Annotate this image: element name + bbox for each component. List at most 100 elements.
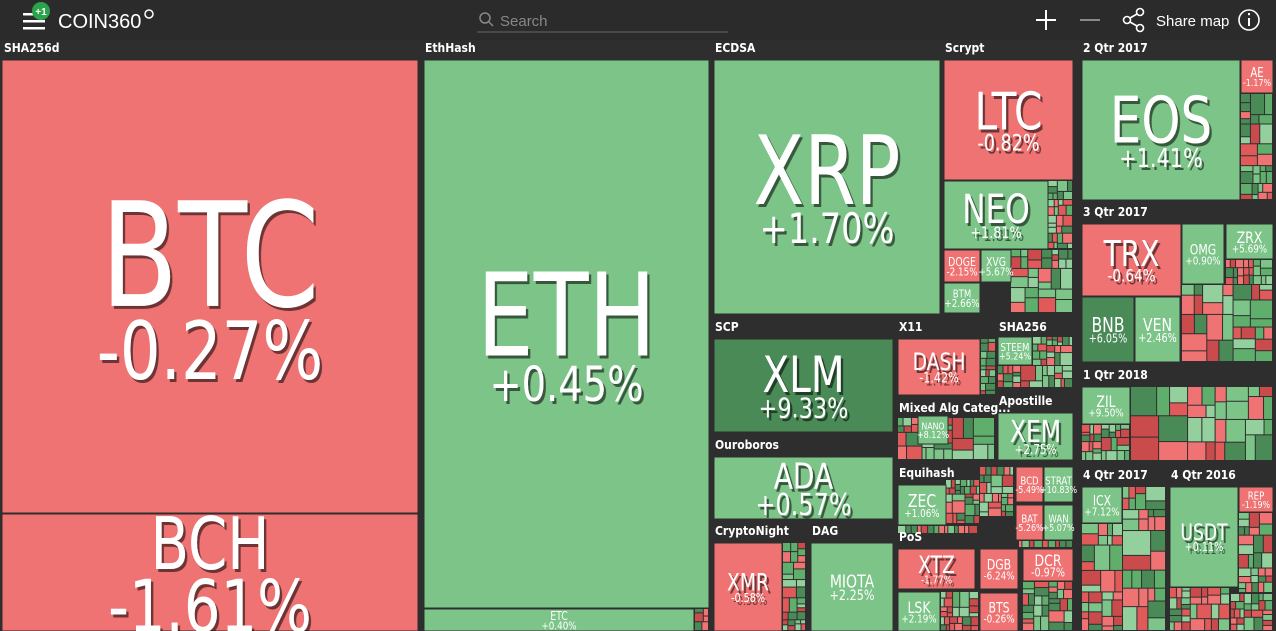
info-button[interactable] (1238, 9, 1260, 31)
mini-tile (1108, 524, 1112, 536)
coin-tile[interactable]: BCH-1.61% (1, 503, 419, 631)
mini-tile (952, 501, 965, 513)
search-box[interactable]: Search (477, 12, 728, 33)
mini-tile (1011, 302, 1025, 312)
mini-tile (1068, 250, 1072, 259)
share-icon (1122, 15, 1132, 25)
top-bar-bg (0, 0, 1276, 40)
logo[interactable]: COIN360 (58, 11, 141, 33)
coin-tile[interactable]: OMG+0.90% (1181, 223, 1225, 285)
coin-tile[interactable]: BTC-0.27% (1, 59, 419, 514)
coin-tile[interactable]: DCR-0.97% (1022, 548, 1074, 582)
mini-tile (1260, 124, 1272, 144)
mini-tile (1052, 255, 1059, 260)
coin-tile[interactable]: STEEM+5.24% (997, 336, 1033, 366)
tile-bg (1240, 59, 1274, 94)
coin-tile[interactable]: BTM+2.66% (943, 282, 981, 314)
mini-tile (1047, 337, 1052, 340)
coin-tile[interactable]: STRAT+10.83% (1040, 466, 1078, 503)
mini-tile (1068, 181, 1072, 191)
mini-tile (1194, 314, 1207, 334)
mini-tile (1244, 260, 1248, 268)
group-label: 2 Qtr 2017 (1083, 41, 1148, 55)
mini-tile (1239, 576, 1251, 583)
coin-tile[interactable]: NANO+8.12% (917, 415, 949, 445)
mini-tile (1159, 442, 1188, 460)
mini-tile (1258, 183, 1263, 192)
group-label: EthHash (425, 41, 476, 55)
mini-tile (981, 343, 988, 351)
coin-symbol: XRP (754, 117, 901, 227)
mini-tile (962, 617, 971, 625)
mini-tile (1239, 583, 1246, 589)
mini-tile (950, 617, 958, 623)
coin-tile[interactable]: REP-1.19% (1238, 486, 1274, 513)
mini-tile (1263, 610, 1272, 615)
coin-tile[interactable]: TRX-0.64% (1081, 223, 1182, 297)
mini-tile (1064, 611, 1072, 623)
mini-tile (1112, 600, 1122, 616)
coin-tile[interactable]: LSK+2.19% (897, 591, 941, 631)
mini-tile (1034, 596, 1042, 605)
mini-tile (1135, 494, 1146, 510)
mini-tile (898, 426, 904, 432)
mini-tile (944, 449, 952, 459)
mini-tile (980, 475, 984, 482)
mini-tile (1170, 588, 1176, 598)
coin-tile[interactable]: XRP+1.70% (713, 59, 941, 315)
mini-tile (1090, 434, 1094, 442)
coin-tile[interactable]: MIOTA+2.25% (810, 542, 894, 631)
coin-tile[interactable]: ZIL+9.50% (1081, 386, 1131, 425)
mini-tile (1013, 372, 1021, 376)
zoom-in[interactable] (1036, 10, 1056, 30)
coin-change: +5.69% (1232, 244, 1267, 256)
coin-tile[interactable]: VEN+2.46% (1134, 296, 1181, 363)
coin-tile[interactable]: ICX+7.12% (1081, 486, 1123, 524)
mini-tile (1029, 381, 1042, 387)
mini-tile (1061, 268, 1072, 289)
coin-tile[interactable]: BNB+6.05% (1081, 296, 1135, 363)
coin-tile[interactable]: BTS-0.26% (979, 592, 1019, 631)
mini-tile (1038, 282, 1051, 289)
tile-bg (943, 59, 1074, 181)
tile-bg (997, 336, 1033, 366)
coin-tile[interactable]: NEO+1.81% (943, 180, 1049, 250)
mini-tile (1263, 615, 1272, 620)
mini-tile (981, 383, 986, 391)
coin-tile[interactable]: XTZ-1.77% (897, 548, 976, 590)
coin-tile[interactable]: ETC+0.40% (423, 608, 695, 631)
coin-tile[interactable]: USDT+0.11% (1169, 486, 1239, 588)
share-button[interactable]: Share map (1122, 7, 1230, 33)
coin-tile[interactable]: ZEC+1.06% (897, 484, 947, 526)
coin-tile[interactable]: ZRX+5.69% (1225, 223, 1274, 260)
coin-tile[interactable]: BAT-5.26% (1015, 504, 1044, 541)
mini-tile (973, 500, 979, 504)
coin-tile[interactable]: AE-1.17% (1240, 59, 1274, 94)
coin-symbol: REP (1248, 490, 1265, 502)
coin-tile[interactable]: DOGE-2.15% (943, 249, 981, 283)
coin-tile[interactable]: DASH-1.42% (897, 338, 981, 396)
coin-tile[interactable]: WAN+5.07% (1042, 504, 1075, 541)
coin-tile[interactable]: XMR-0.58% (713, 542, 783, 631)
coin-tile[interactable]: BCD-5.49% (1015, 466, 1044, 503)
mini-tile (986, 370, 989, 377)
mini-tile (987, 482, 991, 493)
mini-tile (1226, 260, 1230, 268)
coin-tile[interactable]: LTC-0.82% (943, 59, 1074, 181)
mini-tile (1113, 592, 1122, 600)
coin-tile[interactable]: EOS+1.41% (1081, 59, 1241, 201)
mini-tile (1226, 268, 1233, 278)
coin-tile[interactable]: XLM+9.33% (713, 338, 894, 433)
mini-tile (1123, 607, 1137, 630)
mini-tile (1008, 493, 1013, 498)
mini-tile (1253, 535, 1263, 553)
mini-tile (1231, 602, 1236, 609)
mini-tile (1048, 200, 1054, 207)
mini-tile (1249, 513, 1259, 527)
coin-tile[interactable]: XVG+5.67% (978, 249, 1014, 283)
coin-tile[interactable]: ADA+0.57% (713, 455, 894, 523)
coin-tile[interactable]: XEM+2.75% (997, 412, 1074, 461)
coin-tile[interactable]: ETH+0.45% (423, 59, 710, 609)
coin-tile[interactable]: DGB-6.24% (979, 548, 1019, 590)
mini-tile (1029, 541, 1034, 547)
